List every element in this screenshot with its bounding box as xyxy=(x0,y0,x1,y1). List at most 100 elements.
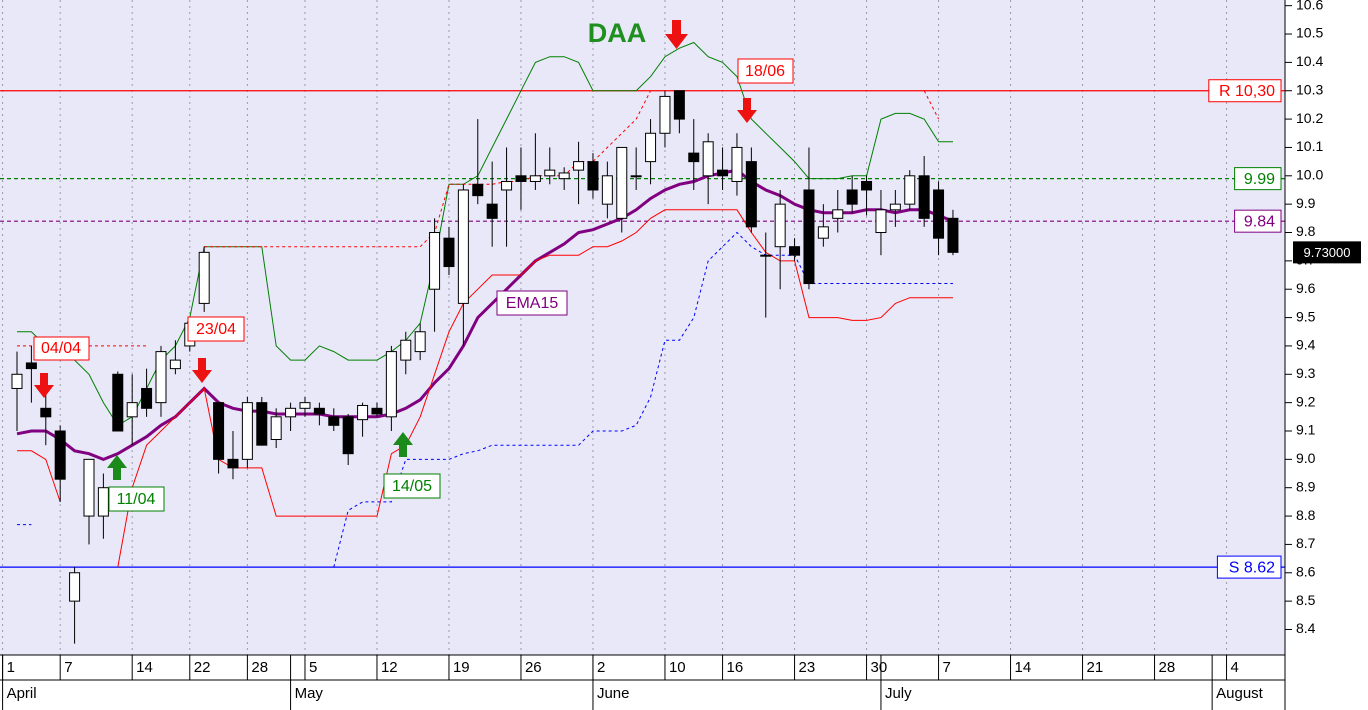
candle-body xyxy=(861,180,873,191)
candle-body xyxy=(659,95,671,134)
month-label: August xyxy=(1216,685,1264,702)
candle-body xyxy=(918,175,930,219)
x-tick-label: 1 xyxy=(7,659,15,676)
candle-body xyxy=(83,458,95,517)
candle-body xyxy=(97,487,109,517)
candle-body xyxy=(112,373,124,432)
y-tick-label: 9.2 xyxy=(1296,393,1316,409)
x-tick-label: 12 xyxy=(381,659,398,676)
month-label: April xyxy=(7,685,37,702)
x-tick-label: 21 xyxy=(1087,659,1104,676)
candle-body xyxy=(40,407,52,418)
candle-body xyxy=(457,189,469,304)
candle-body xyxy=(443,237,455,268)
y-tick-label: 10.6 xyxy=(1296,0,1323,12)
signal-arrows xyxy=(34,20,757,480)
y-tick-label: 9.9 xyxy=(1296,195,1316,211)
x-tick-label: 7 xyxy=(64,659,72,676)
candle-body xyxy=(889,203,901,211)
candle-body xyxy=(357,404,369,421)
annotation-text: 04/04 xyxy=(41,340,81,357)
last-price-box xyxy=(1293,241,1361,264)
x-tick-label: 4 xyxy=(1231,659,1239,676)
candle-body xyxy=(702,141,714,177)
indicator-line xyxy=(333,231,953,568)
y-tick-label: 9.5 xyxy=(1296,308,1316,324)
annotation-text: DAA xyxy=(588,18,647,48)
y-tick-label: 8.4 xyxy=(1296,620,1316,636)
candle-body xyxy=(486,203,498,219)
y-tick-label: 8.6 xyxy=(1296,563,1316,579)
y-tick-label: 9.8 xyxy=(1296,223,1316,239)
candle-body xyxy=(688,152,700,163)
bottom-axis-background xyxy=(0,655,1285,710)
candle-body xyxy=(198,251,210,304)
candle-body xyxy=(947,217,959,253)
y-tick-label: 8.7 xyxy=(1296,535,1316,551)
x-tick-label: 26 xyxy=(525,659,542,676)
y-tick-label: 10.1 xyxy=(1296,138,1323,154)
month-label: June xyxy=(597,685,630,702)
level-label-box xyxy=(1234,167,1282,191)
candle-body xyxy=(673,90,685,120)
candle-body xyxy=(385,351,397,418)
candle-body xyxy=(328,416,340,426)
candle-body xyxy=(558,172,570,180)
candle-body xyxy=(141,387,153,409)
x-tick-label: 30 xyxy=(871,659,888,676)
candle-body xyxy=(573,161,585,171)
candle-body xyxy=(299,402,311,409)
candle-body xyxy=(817,226,829,239)
annotation-text: EMA15 xyxy=(506,295,559,312)
sell-arrow xyxy=(192,358,212,383)
x-tick-label: 19 xyxy=(453,659,470,676)
indicator-line xyxy=(17,41,953,426)
candle-body xyxy=(429,232,441,290)
annotation-box xyxy=(737,58,794,84)
candle-body xyxy=(241,402,253,460)
candle-body xyxy=(169,359,181,370)
candle-body xyxy=(256,402,268,446)
levels-layer: R 10,30 9.99 9.84 S 8.62 xyxy=(0,79,1285,579)
level-label-box xyxy=(1234,209,1282,233)
candle-body xyxy=(745,161,757,228)
candle-body xyxy=(529,175,541,182)
annotation-text: 14/05 xyxy=(392,478,432,495)
sell-arrow xyxy=(737,98,757,123)
sell-arrow xyxy=(34,373,54,398)
y-tick-label: 9.3 xyxy=(1296,365,1316,381)
candle-body xyxy=(25,362,37,370)
candle-body xyxy=(313,407,325,415)
buy-arrow xyxy=(107,455,127,480)
candle-body xyxy=(270,416,282,441)
candle-body xyxy=(832,209,844,219)
annotation-box xyxy=(383,473,441,499)
candle-body xyxy=(515,175,527,182)
y-tick-label: 10.2 xyxy=(1296,110,1323,126)
x-tick-label: 2 xyxy=(597,659,605,676)
level-label: 9.84 xyxy=(1244,213,1275,230)
annotation-box xyxy=(496,290,568,316)
candle-body xyxy=(11,373,23,389)
candle-body xyxy=(630,175,642,178)
x-tick-label: 14 xyxy=(1015,659,1032,676)
candle-body xyxy=(731,146,743,182)
annotations-layer: DAA 18/06 04/04 23/04 11/04 14/05 EMA15 xyxy=(33,18,794,512)
y-tick-label: 8.8 xyxy=(1296,507,1316,523)
x-tick-label: 28 xyxy=(1159,659,1176,676)
annotation-text: 23/04 xyxy=(196,321,236,338)
candle-body xyxy=(616,146,628,219)
candle-body xyxy=(875,209,887,234)
candle-body xyxy=(760,254,772,257)
annotation-box xyxy=(187,316,245,342)
y-tick-label: 8.9 xyxy=(1296,478,1316,494)
candles-layer xyxy=(11,90,959,644)
candle-body xyxy=(126,402,138,418)
annotation-text: 11/04 xyxy=(117,491,156,508)
candle-body xyxy=(69,572,81,602)
candle-body xyxy=(54,430,66,480)
candle-body xyxy=(414,331,426,353)
y-tick-label: 10.0 xyxy=(1296,167,1323,183)
